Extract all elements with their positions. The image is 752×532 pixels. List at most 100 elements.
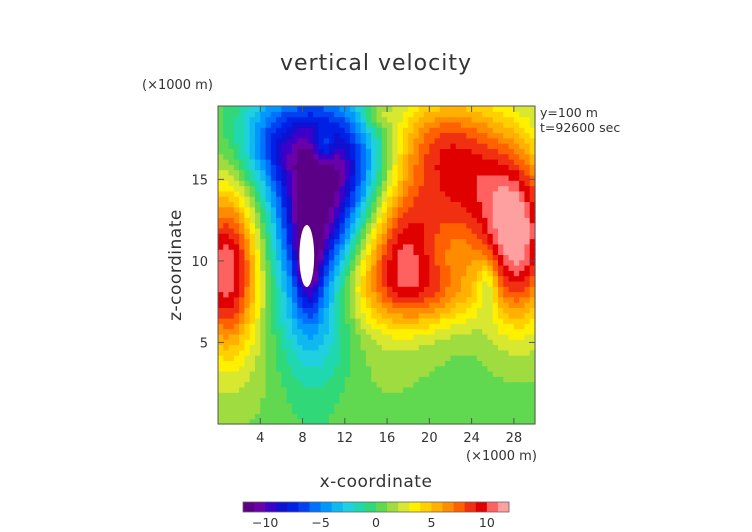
heatmap-cell [397, 349, 404, 356]
heatmap-cell [350, 413, 356, 420]
heatmap-cell [482, 402, 489, 409]
heatmap-cell [265, 259, 272, 266]
heatmap-cell [519, 217, 526, 224]
heatmap-cell [260, 318, 267, 324]
heatmap-cell [461, 302, 467, 308]
heatmap-cell [334, 344, 341, 351]
heatmap-cell [260, 265, 267, 271]
heatmap-cell [482, 365, 489, 372]
heatmap-cell [461, 413, 467, 420]
heatmap-cell [524, 318, 531, 324]
heatmap-cell [387, 418, 393, 425]
heatmap-cell [461, 333, 467, 340]
heatmap-cell [529, 302, 536, 308]
heatmap-cell [445, 111, 452, 118]
heatmap-cell [276, 259, 282, 266]
heatmap-cell [524, 217, 531, 224]
heatmap-cell [503, 143, 510, 149]
heatmap-cell [418, 227, 425, 234]
heatmap-cell [392, 106, 399, 112]
heatmap-cell [392, 238, 399, 245]
heatmap-cell [350, 212, 356, 218]
heatmap-cell [418, 302, 425, 308]
heatmap-cell [297, 323, 304, 330]
heatmap-cell [291, 106, 298, 112]
heatmap-cell [487, 312, 494, 319]
heatmap-cell [313, 296, 319, 303]
heatmap-cell [265, 148, 272, 155]
heatmap-cell [371, 275, 378, 282]
heatmap-cell [244, 339, 251, 346]
heatmap-cell [492, 323, 499, 330]
heatmap-cell [450, 212, 457, 218]
heatmap-cell [291, 169, 298, 176]
heatmap-cell [281, 280, 288, 287]
heatmap-cell [218, 312, 224, 319]
heatmap-cell [318, 111, 325, 118]
heatmap-cell [254, 349, 261, 356]
heatmap-cell [297, 286, 304, 293]
heatmap-cell [402, 344, 409, 351]
heatmap-cell [392, 355, 399, 361]
heatmap-cell [397, 265, 404, 271]
heatmap-cell [418, 333, 425, 340]
heatmap-cell [260, 159, 267, 165]
heatmap-cell [254, 111, 261, 118]
heatmap-cell [508, 270, 515, 277]
heatmap-cell [344, 392, 351, 399]
heatmap-cell [482, 148, 489, 155]
heatmap-cell [281, 408, 288, 414]
heatmap-cell [482, 212, 489, 218]
heatmap-cell [492, 259, 499, 266]
heatmap-cell [223, 392, 230, 399]
heatmap-cell [339, 381, 346, 388]
heatmap-cell [249, 222, 256, 229]
heatmap-cell [260, 206, 267, 213]
heatmap-cell [450, 201, 457, 208]
heatmap-cell [397, 365, 404, 372]
heatmap-cell [482, 243, 489, 250]
heatmap-cell [503, 270, 510, 277]
heatmap-cell [218, 143, 224, 149]
heatmap-cell [524, 307, 531, 314]
heatmap-cell [450, 196, 457, 202]
heatmap-cell [429, 243, 436, 250]
heatmap-cell [376, 365, 383, 372]
heatmap-cell [524, 376, 531, 383]
heatmap-cell [228, 280, 235, 287]
heatmap-cell [450, 392, 457, 399]
heatmap-cell [365, 365, 372, 372]
heatmap-cell [323, 333, 330, 340]
heatmap-cell [344, 360, 351, 367]
heatmap-cell [487, 159, 494, 165]
heatmap-cell [461, 185, 467, 192]
heatmap-cell [297, 227, 304, 234]
heatmap-cell [450, 344, 457, 351]
heatmap-cell [397, 275, 404, 282]
heatmap-cell [397, 328, 404, 335]
heatmap-cell [371, 233, 378, 240]
heatmap-cell [434, 402, 441, 409]
heatmap-cell [508, 190, 515, 197]
heatmap-cell [492, 402, 499, 409]
heatmap-cell [355, 333, 362, 340]
heatmap-cell [233, 212, 240, 218]
heatmap-cell [297, 127, 304, 134]
heatmap-cell [360, 111, 367, 118]
heatmap-cell [461, 238, 467, 245]
heatmap-cell [397, 270, 404, 277]
heatmap-cell [350, 196, 356, 202]
colorbar-ticks: −10 −5 0 5 10 [252, 515, 495, 530]
heatmap-cell [334, 275, 341, 282]
heatmap-cell [392, 206, 399, 213]
heatmap-cell [223, 286, 230, 293]
heatmap-cell [524, 153, 531, 160]
heatmap-cell [471, 371, 478, 377]
heatmap-cell [249, 371, 256, 377]
heatmap-cell [387, 286, 393, 293]
heatmap-cell [244, 318, 251, 324]
heatmap-cell [418, 376, 425, 383]
heatmap-cell [233, 318, 240, 324]
heatmap-cell [249, 291, 256, 298]
heatmap-cell [466, 153, 473, 160]
